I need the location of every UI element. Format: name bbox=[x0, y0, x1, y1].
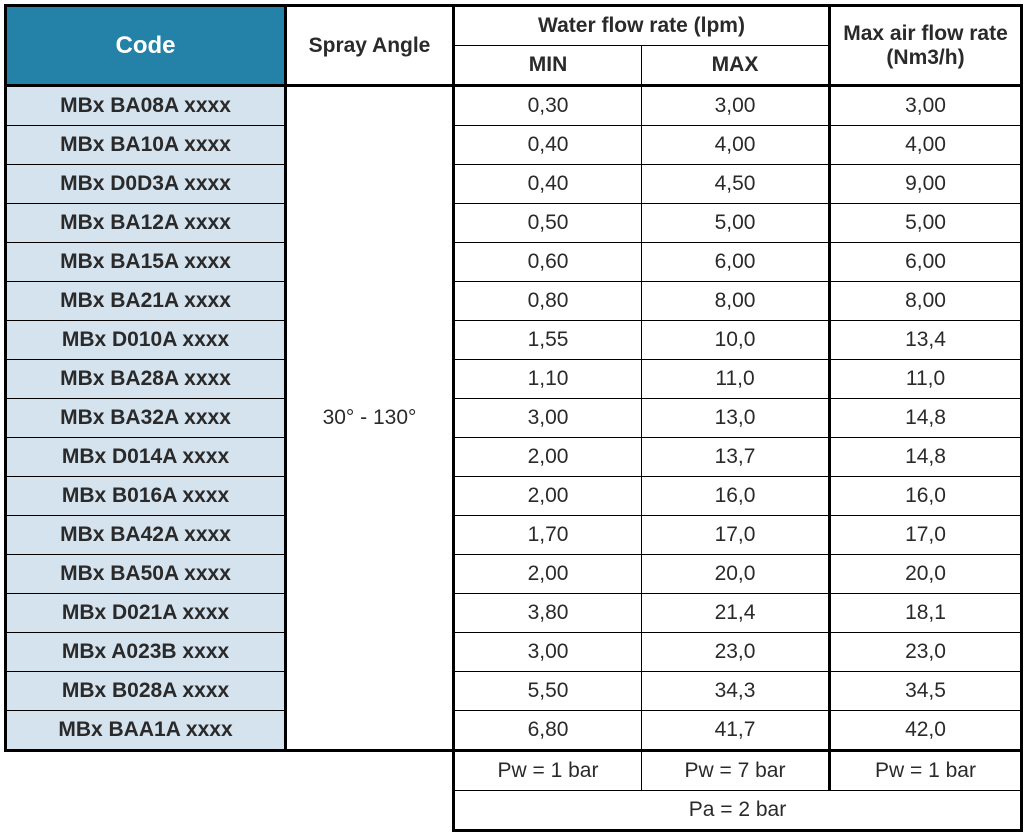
air-cell: 14,8 bbox=[830, 399, 1022, 438]
code-cell: MBx BAA1A xxxx bbox=[6, 711, 286, 751]
air-cell: 17,0 bbox=[830, 516, 1022, 555]
code-cell: MBx B028A xxxx bbox=[6, 672, 286, 711]
max-cell: 20,0 bbox=[642, 555, 830, 594]
min-cell: 0,40 bbox=[454, 126, 642, 165]
min-cell: 0,40 bbox=[454, 165, 642, 204]
air-cell: 8,00 bbox=[830, 282, 1022, 321]
code-cell: MBx D010A xxxx bbox=[6, 321, 286, 360]
header-spray-angle: Spray Angle bbox=[286, 6, 454, 86]
code-cell: MBx BA50A xxxx bbox=[6, 555, 286, 594]
air-cell: 14,8 bbox=[830, 438, 1022, 477]
max-cell: 21,4 bbox=[642, 594, 830, 633]
footer-pw-min: Pw = 1 bar bbox=[454, 751, 642, 791]
air-cell: 23,0 bbox=[830, 633, 1022, 672]
code-cell: MBx B016A xxxx bbox=[6, 477, 286, 516]
min-cell: 1,55 bbox=[454, 321, 642, 360]
code-cell: MBx BA12A xxxx bbox=[6, 204, 286, 243]
code-cell: MBx D0D3A xxxx bbox=[6, 165, 286, 204]
code-cell: MBx D014A xxxx bbox=[6, 438, 286, 477]
min-cell: 0,60 bbox=[454, 243, 642, 282]
min-cell: 2,00 bbox=[454, 555, 642, 594]
air-cell: 16,0 bbox=[830, 477, 1022, 516]
max-cell: 4,50 bbox=[642, 165, 830, 204]
min-cell: 1,10 bbox=[454, 360, 642, 399]
max-cell: 17,0 bbox=[642, 516, 830, 555]
min-cell: 5,50 bbox=[454, 672, 642, 711]
max-cell: 34,3 bbox=[642, 672, 830, 711]
air-cell: 13,4 bbox=[830, 321, 1022, 360]
code-cell: MBx A023B xxxx bbox=[6, 633, 286, 672]
min-cell: 0,80 bbox=[454, 282, 642, 321]
max-cell: 10,0 bbox=[642, 321, 830, 360]
header-min: MIN bbox=[454, 46, 642, 86]
max-cell: 41,7 bbox=[642, 711, 830, 751]
max-cell: 13,7 bbox=[642, 438, 830, 477]
code-cell: MBx BA32A xxxx bbox=[6, 399, 286, 438]
air-cell: 20,0 bbox=[830, 555, 1022, 594]
air-cell: 34,5 bbox=[830, 672, 1022, 711]
footer-pw-max: Pw = 7 bar bbox=[642, 751, 830, 791]
min-cell: 0,50 bbox=[454, 204, 642, 243]
air-cell: 9,00 bbox=[830, 165, 1022, 204]
air-cell: 3,00 bbox=[830, 86, 1022, 126]
max-cell: 6,00 bbox=[642, 243, 830, 282]
footer-pa: Pa = 2 bar bbox=[454, 791, 1022, 831]
min-cell: 3,00 bbox=[454, 399, 642, 438]
header-max: MAX bbox=[642, 46, 830, 86]
min-cell: 3,00 bbox=[454, 633, 642, 672]
max-cell: 3,00 bbox=[642, 86, 830, 126]
max-cell: 11,0 bbox=[642, 360, 830, 399]
air-cell: 6,00 bbox=[830, 243, 1022, 282]
min-cell: 3,80 bbox=[454, 594, 642, 633]
air-cell: 5,00 bbox=[830, 204, 1022, 243]
air-cell: 18,1 bbox=[830, 594, 1022, 633]
code-cell: MBx BA15A xxxx bbox=[6, 243, 286, 282]
max-cell: 8,00 bbox=[642, 282, 830, 321]
footer-pw-air: Pw = 1 bar bbox=[830, 751, 1022, 791]
min-cell: 2,00 bbox=[454, 438, 642, 477]
code-cell: MBx BA28A xxxx bbox=[6, 360, 286, 399]
header-water-flow: Water flow rate (lpm) bbox=[454, 6, 830, 46]
code-cell: MBx BA08A xxxx bbox=[6, 86, 286, 126]
max-cell: 16,0 bbox=[642, 477, 830, 516]
air-cell: 4,00 bbox=[830, 126, 1022, 165]
spray-angle-value: 30° - 130° bbox=[286, 86, 454, 751]
code-cell: MBx D021A xxxx bbox=[6, 594, 286, 633]
min-cell: 6,80 bbox=[454, 711, 642, 751]
code-cell: MBx BA10A xxxx bbox=[6, 126, 286, 165]
header-max-air: Max air flow rate (Nm3/h) bbox=[830, 6, 1022, 86]
max-cell: 5,00 bbox=[642, 204, 830, 243]
code-cell: MBx BA21A xxxx bbox=[6, 282, 286, 321]
max-cell: 4,00 bbox=[642, 126, 830, 165]
max-cell: 23,0 bbox=[642, 633, 830, 672]
min-cell: 1,70 bbox=[454, 516, 642, 555]
spec-table: Code Spray Angle Water flow rate (lpm) M… bbox=[4, 4, 1023, 832]
code-cell: MBx BA42A xxxx bbox=[6, 516, 286, 555]
header-code: Code bbox=[6, 6, 286, 86]
min-cell: 0,30 bbox=[454, 86, 642, 126]
air-cell: 11,0 bbox=[830, 360, 1022, 399]
air-cell: 42,0 bbox=[830, 711, 1022, 751]
max-cell: 13,0 bbox=[642, 399, 830, 438]
min-cell: 2,00 bbox=[454, 477, 642, 516]
